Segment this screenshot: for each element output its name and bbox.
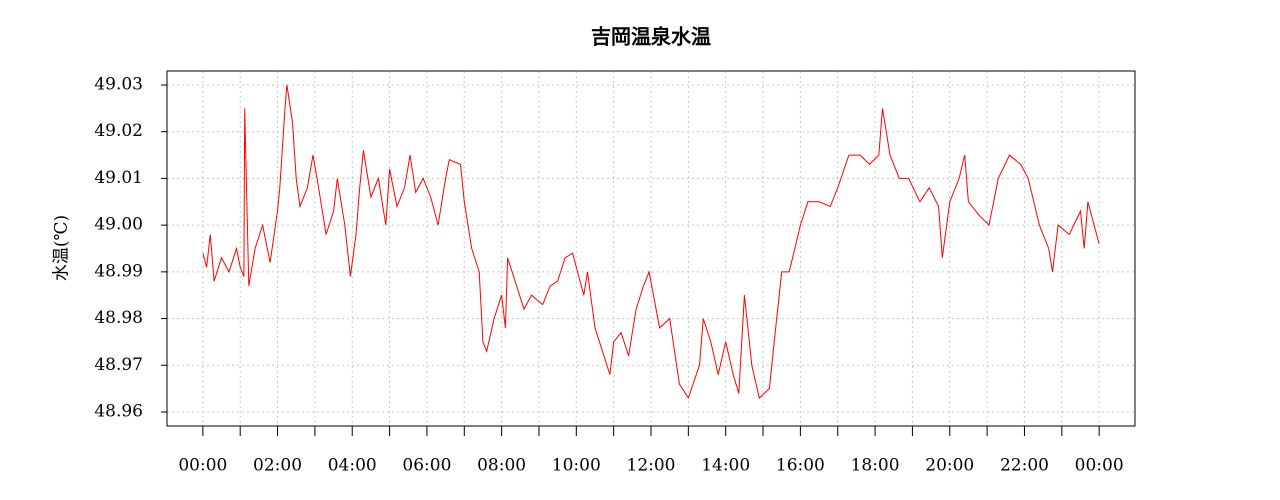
plot-frame: [166, 70, 1136, 427]
y-tick-label: 48.99: [94, 261, 143, 281]
x-tick-label: 20:00: [925, 456, 974, 476]
y-tick-label: 48.98: [94, 308, 143, 328]
x-tick-label: 06:00: [402, 456, 451, 476]
x-tick-label: 18:00: [851, 456, 900, 476]
x-tick-label: 00:00: [178, 456, 227, 476]
y-tick-label: 49.02: [94, 121, 143, 141]
x-tick-label: 16:00: [776, 456, 825, 476]
x-tick-label: 14:00: [701, 456, 750, 476]
y-tick-label: 49.01: [94, 168, 143, 188]
y-tick-label: 49.03: [94, 75, 143, 95]
y-tick-label: 48.96: [94, 401, 143, 421]
x-tick-label: 12:00: [627, 456, 676, 476]
y-tick-label: 48.97: [94, 355, 143, 375]
data-line: [202, 84, 1100, 400]
x-tick-label: 08:00: [477, 456, 526, 476]
y-tick-label: 49.00: [94, 215, 143, 235]
y-axis-label: 水温(℃): [52, 215, 72, 281]
x-tick-label: 02:00: [253, 456, 302, 476]
x-tick-label: 10:00: [552, 456, 601, 476]
x-tick-label: 04:00: [328, 456, 377, 476]
x-tick-label: 00:00: [1075, 456, 1124, 476]
chart-title: 吉岡温泉水温: [591, 25, 711, 49]
x-tick-label: 22:00: [1000, 456, 1049, 476]
